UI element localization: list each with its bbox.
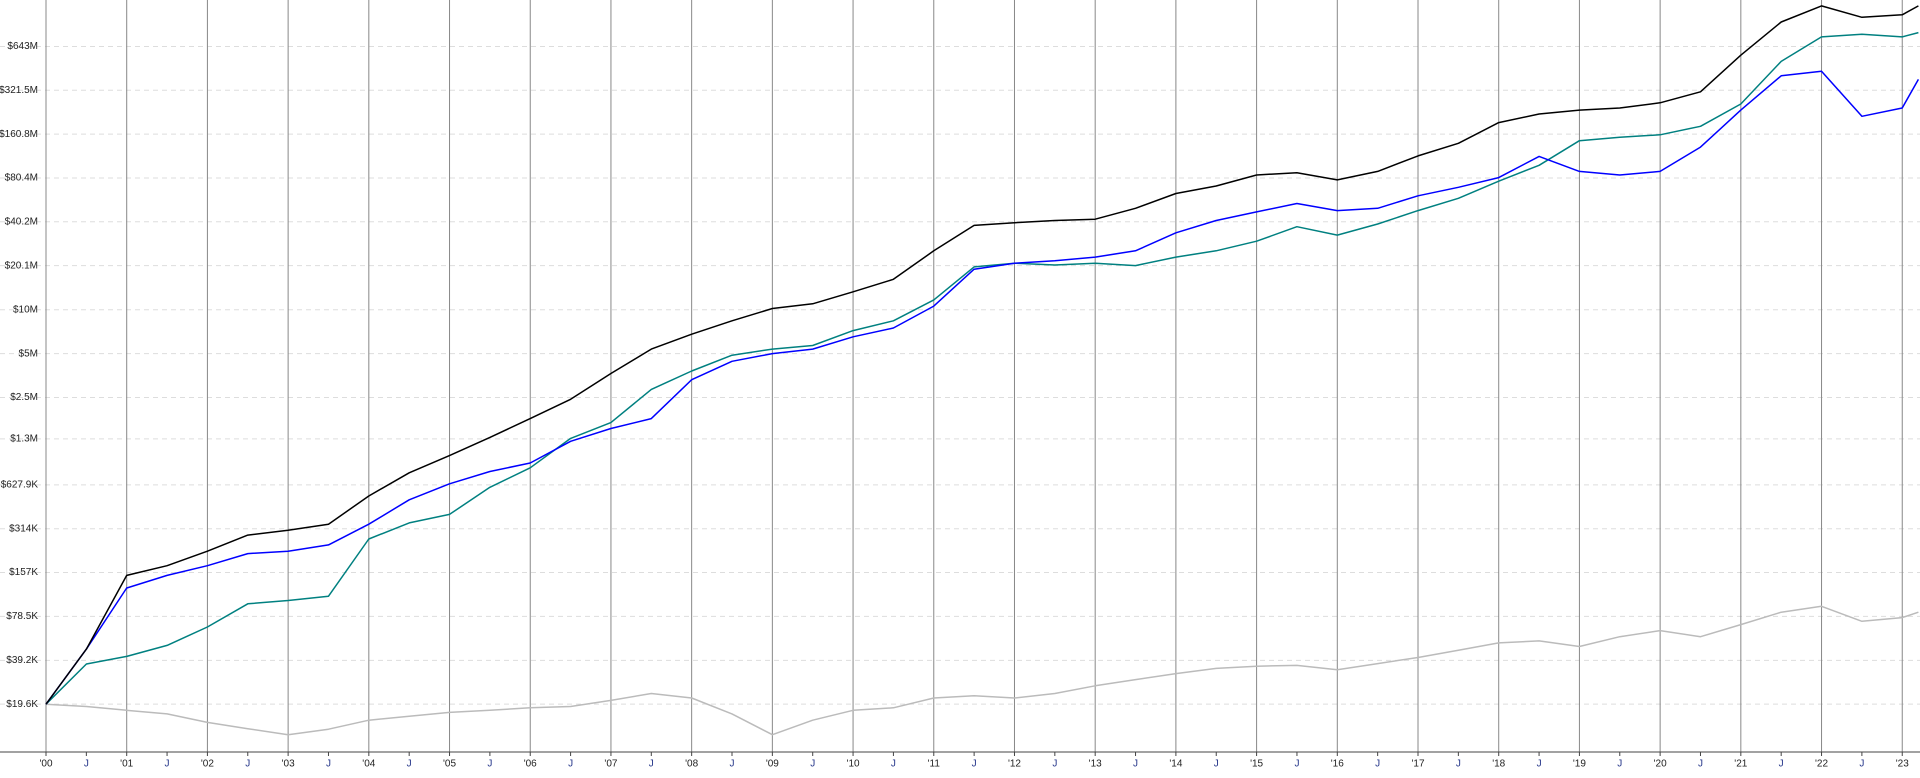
x-tick-label: '06 bbox=[524, 759, 537, 770]
x-tick-label: '11 bbox=[928, 759, 941, 770]
x-tick-label: J bbox=[1698, 759, 1703, 770]
x-tick-label: J bbox=[1052, 759, 1057, 770]
y-tick-label: $157K bbox=[9, 567, 38, 578]
y-tick-label: $1.3M bbox=[10, 433, 38, 444]
x-tick-label: J bbox=[1133, 759, 1138, 770]
y-tick-label: $20.1M bbox=[5, 260, 38, 271]
x-tick-label: J bbox=[487, 759, 492, 770]
x-tick-label: '09 bbox=[766, 759, 779, 770]
x-tick-label: '23 bbox=[1896, 759, 1909, 770]
x-tick-label: '20 bbox=[1654, 759, 1667, 770]
series-line bbox=[45, 5, 1919, 705]
x-tick-label: J bbox=[810, 759, 815, 770]
x-tick-label: '10 bbox=[847, 759, 860, 770]
x-tick-label: J bbox=[407, 759, 412, 770]
y-tick-label: $10M bbox=[13, 304, 38, 315]
x-tick-label: '21 bbox=[1734, 759, 1747, 770]
x-tick-label: J bbox=[84, 759, 89, 770]
x-tick-label: '18 bbox=[1492, 759, 1505, 770]
y-tick-label: $78.5K bbox=[6, 611, 38, 622]
x-tick-label: J bbox=[1375, 759, 1380, 770]
y-tick-label: $321.5M bbox=[0, 85, 38, 96]
x-tick-label: '03 bbox=[282, 759, 295, 770]
y-tick-label: $627.9K bbox=[1, 480, 39, 491]
x-tick-label: '13 bbox=[1089, 759, 1102, 770]
x-tick-label: '15 bbox=[1250, 759, 1263, 770]
x-tick-label: J bbox=[326, 759, 331, 770]
x-tick-label: J bbox=[1859, 759, 1864, 770]
x-tick-label: J bbox=[1214, 759, 1219, 770]
y-tick-label: $2.5M bbox=[10, 392, 38, 403]
series-line bbox=[45, 605, 1919, 736]
y-tick-label: $314K bbox=[9, 523, 38, 534]
x-tick-label: J bbox=[1294, 759, 1299, 770]
x-tick-label: '14 bbox=[1169, 759, 1182, 770]
x-tick-label: J bbox=[1779, 759, 1784, 770]
x-tick-label: J bbox=[972, 759, 977, 770]
y-tick-label: $5M bbox=[19, 348, 38, 359]
x-tick-label: '16 bbox=[1331, 759, 1344, 770]
x-tick-label: '00 bbox=[39, 759, 52, 770]
x-tick-label: J bbox=[165, 759, 170, 770]
series-line bbox=[45, 70, 1920, 705]
x-tick-label: J bbox=[891, 759, 896, 770]
x-tick-label: '01 bbox=[120, 759, 133, 770]
y-tick-label: $39.2K bbox=[6, 655, 38, 666]
x-tick-label: J bbox=[649, 759, 654, 770]
x-tick-label: J bbox=[245, 759, 250, 770]
y-tick-label: $643M bbox=[7, 41, 38, 52]
x-tick-label: '07 bbox=[604, 759, 617, 770]
x-tick-label: '19 bbox=[1573, 759, 1586, 770]
x-tick-label: '12 bbox=[1008, 759, 1021, 770]
x-tick-label: '08 bbox=[685, 759, 698, 770]
x-tick-label: J bbox=[568, 759, 573, 770]
x-tick-label: '22 bbox=[1815, 759, 1828, 770]
series-line bbox=[45, 31, 1919, 705]
x-tick-label: '04 bbox=[362, 759, 375, 770]
x-tick-label: J bbox=[1617, 759, 1622, 770]
x-tick-label: '17 bbox=[1411, 759, 1424, 770]
x-tick-label: J bbox=[1456, 759, 1461, 770]
y-tick-label: $160.8M bbox=[0, 129, 38, 140]
y-tick-label: $80.4M bbox=[5, 173, 38, 184]
x-tick-label: '05 bbox=[443, 759, 456, 770]
x-tick-label: J bbox=[1537, 759, 1542, 770]
y-tick-label: $40.2M bbox=[5, 216, 38, 227]
x-tick-label: J bbox=[730, 759, 735, 770]
y-tick-label: $19.6K bbox=[6, 699, 38, 710]
x-tick-label: '02 bbox=[201, 759, 214, 770]
